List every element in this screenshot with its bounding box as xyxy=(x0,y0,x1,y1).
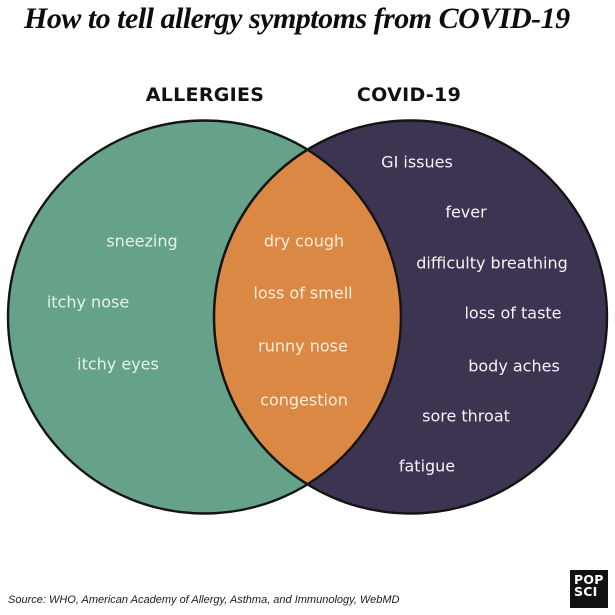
symptom-runny-nose: runny nose xyxy=(258,336,348,356)
popsci-logo-line2: SCI xyxy=(574,584,598,599)
symptom-itchy-eyes: itchy eyes xyxy=(77,354,159,374)
symptom-congestion: congestion xyxy=(260,390,348,410)
page-title: How to tell allergy symptoms from COVID-… xyxy=(24,2,570,35)
symptom-sneezing: sneezing xyxy=(106,231,178,251)
symptom-loss-of-taste: loss of taste xyxy=(464,303,562,323)
symptom-difficulty-breathing: difficulty breathing xyxy=(416,253,568,273)
covid-label: COVID-19 xyxy=(356,84,462,106)
symptom-sore-throat: sore throat xyxy=(422,406,510,426)
symptom-dry-cough: dry cough xyxy=(263,231,345,251)
symptom-fatigue: fatigue xyxy=(398,456,456,476)
symptom-loss-of-smell: loss of smell xyxy=(253,283,353,303)
allergies-label: ALLERGIES xyxy=(145,84,265,106)
symptom-fever: fever xyxy=(445,202,487,222)
symptom-itchy-nose: itchy nose xyxy=(46,292,130,312)
symptom-gi-issues: GI issues xyxy=(381,152,453,172)
popsci-logo: POP SCI xyxy=(570,570,608,608)
symptom-body-aches: body aches xyxy=(468,356,560,376)
popsci-logo-line1: POP xyxy=(574,572,604,587)
source-text: Source: WHO, American Academy of Allergy… xyxy=(8,594,400,606)
overlap-lens xyxy=(212,148,403,486)
